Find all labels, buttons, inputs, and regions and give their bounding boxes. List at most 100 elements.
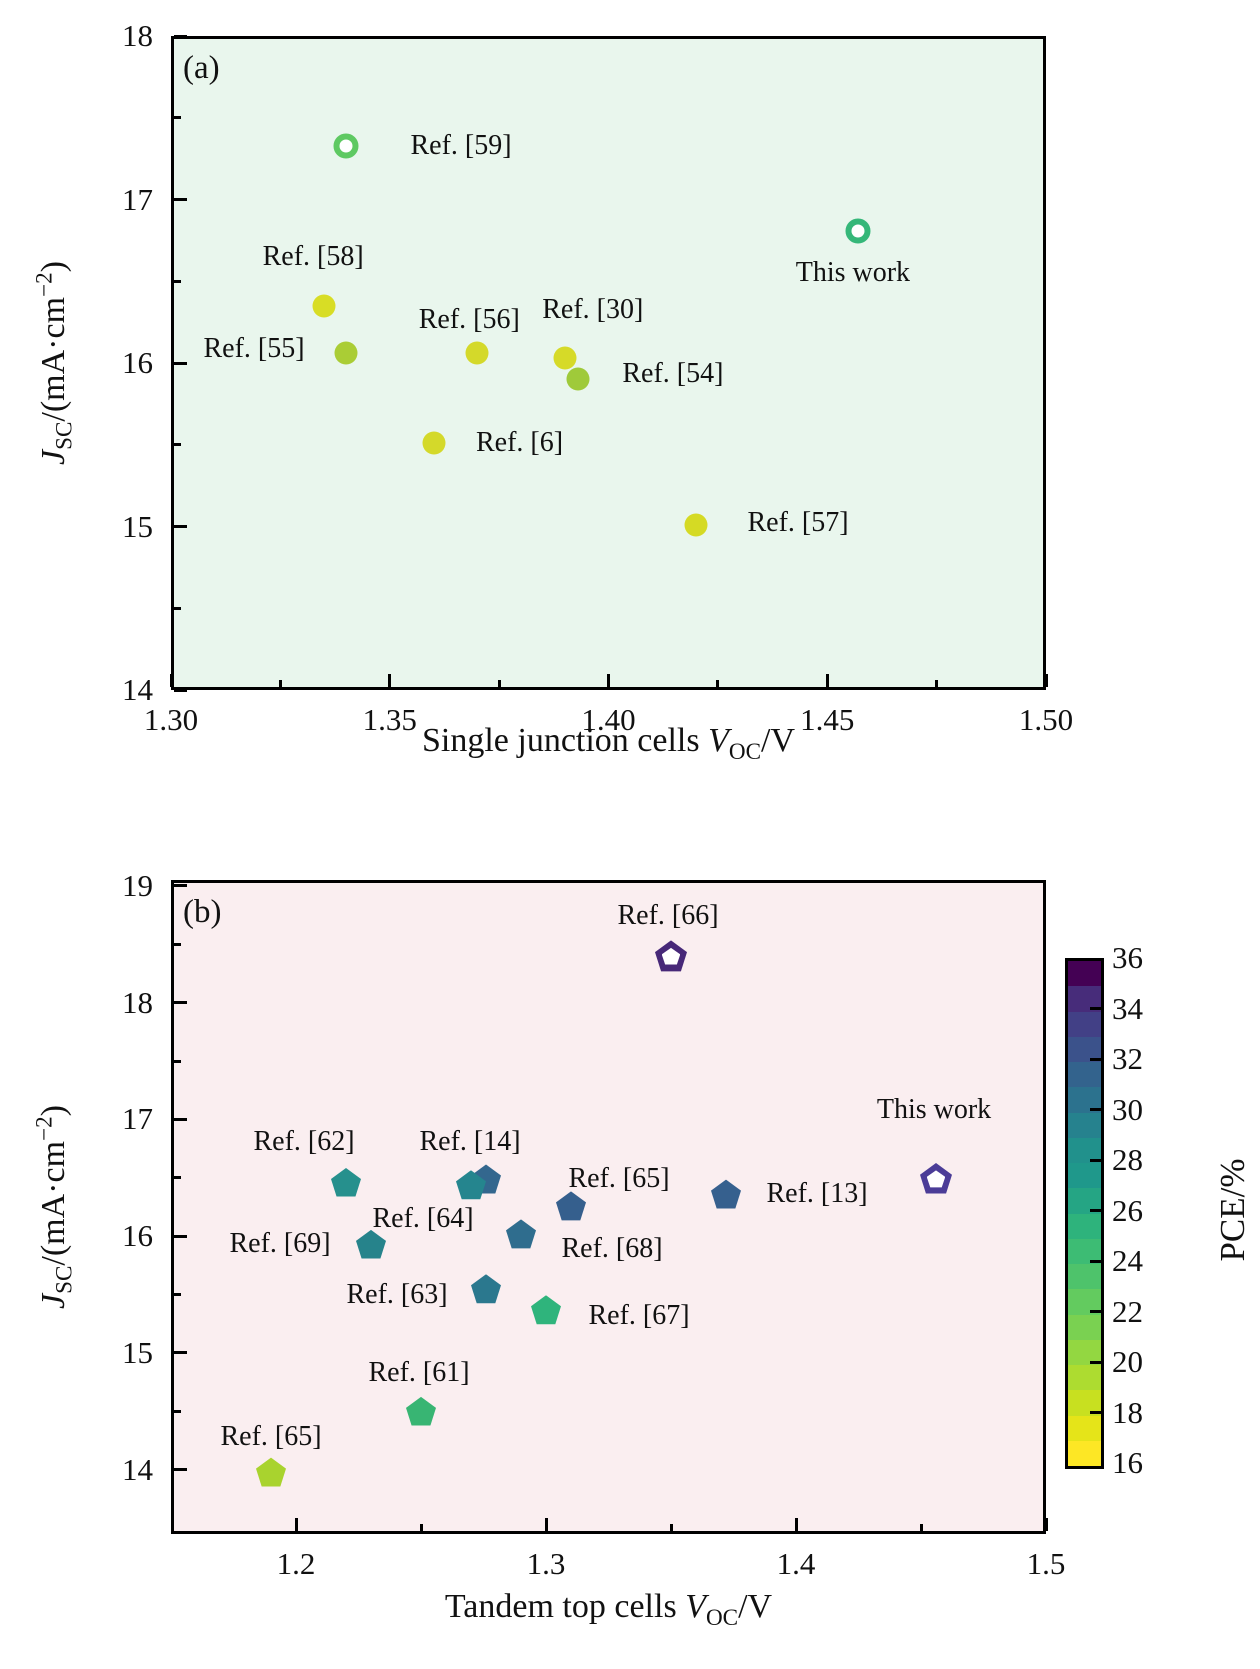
y-axis-major-tick (174, 1351, 187, 1355)
y-axis-minor-tick (174, 1409, 181, 1413)
colorbar-segment (1068, 1440, 1101, 1466)
data-point-marker (845, 218, 871, 244)
colorbar-segment (1068, 1264, 1101, 1290)
y-axis-minor-tick (174, 443, 181, 447)
x-axis-tick-label: 1.2 (276, 1546, 316, 1581)
x-axis-minor-tick (669, 1524, 673, 1531)
data-point-label: Ref. [68] (561, 1232, 663, 1264)
colorbar-tick (1090, 1259, 1101, 1263)
colorbar-tick-label: 36 (1112, 940, 1143, 975)
x-axis-label-variable: V (685, 1588, 706, 1625)
x-axis-tick-label: 1.50 (1018, 702, 1074, 737)
colorbar-segment (1068, 1365, 1101, 1391)
data-point-label: Ref. [56] (418, 304, 520, 336)
panel-b-x-axis-label: Tandem top cells VOC/V (171, 1588, 1046, 1632)
y-axis-label-unit: /(mA·cm (34, 296, 72, 422)
y-axis-major-tick (174, 1001, 187, 1005)
y-axis-major-tick (174, 884, 187, 888)
data-point-marker (334, 341, 358, 365)
y-axis-tick-label: 18 (122, 984, 153, 1020)
x-axis-major-tick (794, 1518, 798, 1531)
data-point-marker (553, 346, 577, 370)
data-point-label: Ref. [58] (262, 240, 364, 272)
data-point-marker (684, 513, 708, 537)
data-point-label: Ref. [61] (368, 1357, 470, 1389)
y-axis-label-variable: J (34, 449, 72, 465)
panel-a-y-axis-label: JSC/(mA·cm−2) (31, 261, 78, 465)
colorbar-tick-label: 16 (1112, 1445, 1143, 1480)
data-point-label: Ref. [65] (220, 1421, 322, 1453)
x-axis-tick-label: 1.30 (143, 702, 199, 737)
x-axis-label-subscript: OC (728, 738, 762, 765)
x-axis-tick-label: 1.3 (526, 1546, 566, 1581)
x-axis-major-tick (294, 1518, 298, 1531)
colorbar-tick (1090, 1158, 1101, 1162)
colorbar-segment (1068, 1011, 1101, 1037)
data-point-label: Ref. [63] (346, 1278, 448, 1310)
y-axis-tick-label: 19 (122, 867, 153, 903)
x-axis-minor-tick (419, 1524, 423, 1531)
y-axis-label-subscript: SC (51, 421, 78, 450)
y-axis-minor-tick (174, 1059, 181, 1063)
colorbar-tick-label: 24 (1112, 1243, 1143, 1278)
pce-colorbar (1065, 958, 1104, 1469)
y-axis-tick-label: 14 (122, 1451, 153, 1487)
data-point-marker-hole (661, 947, 681, 965)
x-axis-major-tick (607, 674, 610, 687)
colorbar-segment (1068, 1415, 1101, 1441)
y-axis-major-tick (174, 1468, 187, 1472)
x-axis-label-unit: /V (761, 722, 796, 759)
colorbar-tick-label: 30 (1112, 1091, 1143, 1127)
x-axis-label-unit: /V (738, 1588, 773, 1625)
x-axis-label-subscript: OC (705, 1604, 739, 1631)
data-point-label: Ref. [65] (568, 1162, 670, 1194)
y-axis-tick-label: 18 (122, 18, 153, 53)
x-axis-tick-label: 1.45 (800, 702, 855, 737)
y-axis-minor-tick (174, 116, 181, 120)
x-axis-tick-label: 1.4 (776, 1546, 816, 1581)
data-point-marker (465, 341, 489, 365)
data-point-marker-hole (926, 1170, 946, 1188)
colorbar-tick (1090, 1411, 1101, 1414)
data-point-label: Ref. [14] (419, 1125, 521, 1157)
x-axis-minor-tick (497, 680, 501, 687)
data-point-marker (312, 294, 336, 318)
colorbar-tick-label: 20 (1112, 1344, 1143, 1379)
data-point-label: Ref. [67] (588, 1299, 690, 1331)
data-point-label: This work (876, 1094, 992, 1126)
data-point-label: Ref. [59] (410, 129, 512, 161)
y-axis-major-tick (174, 1117, 187, 1121)
colorbar-tick-label: 32 (1112, 1041, 1143, 1076)
x-axis-tick-label: 1.40 (581, 702, 636, 737)
colorbar-tick-label: 22 (1112, 1293, 1143, 1329)
y-axis-tick-label: 17 (122, 1101, 153, 1137)
panel-b-plot-area (171, 880, 1046, 1534)
y-axis-tick-label: 16 (122, 345, 153, 380)
x-axis-major-tick (388, 674, 392, 687)
colorbar-tick (1090, 1360, 1101, 1364)
colorbar-segment (1068, 1062, 1101, 1088)
x-axis-minor-tick (935, 680, 939, 687)
y-axis-minor-tick (174, 606, 181, 610)
colorbar-tick-label: 18 (1112, 1394, 1143, 1430)
colorbar-tick-label: 34 (1112, 990, 1143, 1026)
y-axis-tick-label: 14 (122, 672, 153, 707)
y-axis-label-close: ) (34, 261, 72, 273)
y-axis-tick-label: 15 (122, 508, 153, 544)
colorbar-segment (1068, 1314, 1101, 1340)
y-axis-major-tick (174, 34, 187, 38)
data-point-label: Ref. [54] (622, 358, 724, 390)
data-point-marker (422, 431, 445, 455)
panel-b-y-axis-label: JSC/(mA·cm−2) (31, 1105, 78, 1309)
colorbar-segment (1068, 1163, 1101, 1189)
x-axis-label-text: Tandem top cells (444, 1588, 686, 1625)
data-point-label: Ref. [13] (766, 1178, 868, 1210)
x-axis-major-tick (825, 674, 829, 687)
y-axis-tick-label: 15 (122, 1334, 153, 1370)
panel-a-tag: (a) (183, 50, 220, 86)
colorbar-tick (1090, 1209, 1101, 1212)
y-axis-label-exponent: −2 (31, 272, 58, 297)
y-axis-major-tick (174, 688, 187, 692)
x-axis-label-text: Single junction cells (421, 722, 709, 759)
